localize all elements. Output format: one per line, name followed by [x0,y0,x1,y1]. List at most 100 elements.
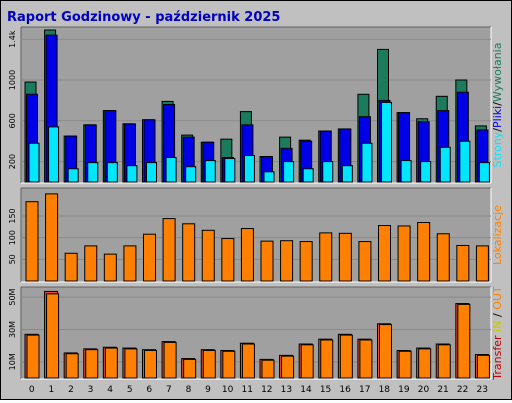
transfer-out-bar [144,349,157,379]
legend-item: Pliki [491,106,504,128]
legend-separator: / [491,310,504,321]
transfer-out-bar [339,334,353,379]
x-tick-label: 3 [88,385,94,395]
legend-item: OUT [491,286,504,310]
visits-bar [182,223,196,282]
visits-bar [123,245,137,282]
visits-bar [162,218,176,282]
x-tick-label: 9 [205,385,211,395]
visits-bar [378,225,391,282]
legend-item: Wywołania [491,43,504,103]
visits-bar [358,241,372,282]
visits-bar [436,233,450,282]
pages-bar [243,154,255,183]
x-tick-label: 22 [457,385,468,395]
y-tick-label: 10M [8,353,17,370]
legend-separator: / [491,102,504,106]
x-tick-label: 15 [320,385,331,395]
pages-bar [204,160,216,183]
x-tick-label: 21 [437,385,448,395]
x-tick-label: 23 [476,385,487,395]
x-tick-label: 18 [379,385,391,395]
transfer-out-bar [46,293,60,379]
transfer-out-bar [300,344,314,379]
transfer-out-bar [183,358,197,379]
transfer-out-bar [261,359,275,379]
x-tick-label: 13 [281,385,292,395]
x-tick-label: 4 [107,385,113,395]
y-tick-label: 600 [8,113,17,128]
transfer-out-bar [418,348,432,379]
x-tick-label: 8 [186,385,192,395]
transfer-out-bar [320,339,334,379]
pages-bar [165,157,177,183]
pages-bar [146,162,157,183]
y-tick-label: 200 [8,154,17,169]
visits-bar [319,232,333,282]
x-tick-label: 10 [222,385,234,395]
pages-bar [126,165,138,183]
x-tick-label: 11 [241,385,252,395]
pages-bar [322,161,334,183]
transfer-out-bar [281,355,295,379]
y-tick-label: 100 [8,230,17,245]
y-tick-label: 30M [8,321,17,338]
transfer-out-bar [359,339,373,379]
x-tick-label: 17 [359,385,370,395]
pages-bar [224,158,236,183]
panel-visits: 50 100 150 Lokalizacje [8,187,504,283]
visits-bar [201,229,215,282]
x-tick-label: 12 [261,385,272,395]
visits-bar [221,238,235,282]
pages-bar [400,160,412,183]
visits-bar [397,225,411,282]
x-tick-label: 2 [68,385,74,395]
x-tick-label: 6 [146,385,152,395]
visits-bar [475,245,489,282]
visits-bar [240,228,254,282]
legend-item: Transfer [491,335,504,381]
pages-bar [28,142,40,183]
y-tick-label: 50M [8,288,17,305]
x-tick-label: 14 [300,385,312,395]
transfer-out-bar [398,350,412,379]
transfer-out-bar [457,303,471,379]
transfer-out-bar [163,341,177,379]
legend-visits: Lokalizacje [491,205,504,265]
transfer-out-bar [241,343,255,379]
x-tick-label: 1 [49,385,55,395]
plot-area-hits-files-pages [21,27,491,183]
visits-bar [280,240,294,282]
x-tick-label: 5 [127,385,133,395]
transfer-out-bar [476,354,490,379]
pages-bar [439,146,451,183]
transfer-out-bar [85,349,99,379]
visits-bar [45,193,59,282]
visits-bar [260,240,274,282]
plot-area-transfer [21,287,491,379]
pages-bar [283,161,295,183]
chart-panels: 20060010001.4kStrony/Pliki/Wywołania5010… [8,26,504,381]
x-tick-label: 7 [166,385,172,395]
pages-bar [185,166,197,183]
legend-item: IN [491,320,504,331]
pages-bar [48,126,60,183]
transfer-out-bar [104,347,118,379]
y-tick-label: 150 [8,208,17,223]
pages-bar [420,161,432,183]
transfer-out-bar [222,350,236,379]
x-axis-hours: 0 1 2 3 4 5 6 7 8 9 10 11 12 13 14 15 16 17 18 19 20 21 22 23 [29,385,488,395]
visits-bar [64,252,78,282]
pages-bar [67,168,79,183]
visits-bar [417,222,431,282]
y-tick-label: 1.4k [8,30,17,48]
visits-bar [84,245,98,282]
pages-bar [341,165,353,183]
y-tick-label: 50 [8,254,17,264]
visits-bar [25,201,39,282]
transfer-out-bar [26,334,40,379]
legend-item: Lokalizacje [491,205,504,265]
